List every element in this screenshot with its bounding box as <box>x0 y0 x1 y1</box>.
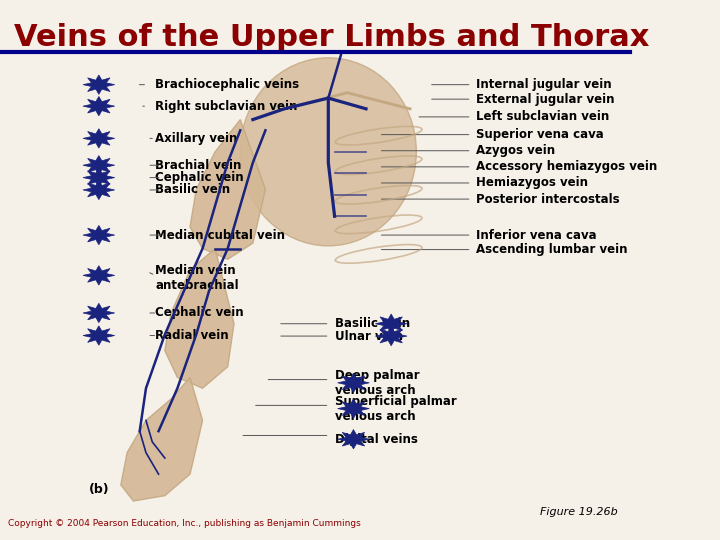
Text: Ulnar vein: Ulnar vein <box>335 329 402 342</box>
Text: External jugular vein: External jugular vein <box>476 93 615 106</box>
Text: Deep palmar
venous arch: Deep palmar venous arch <box>335 369 419 397</box>
Polygon shape <box>83 75 114 94</box>
Text: Right subclavian vein: Right subclavian vein <box>156 100 298 113</box>
Polygon shape <box>165 248 234 388</box>
Text: Basilic vein: Basilic vein <box>156 184 230 197</box>
Text: Figure 19.26b: Figure 19.26b <box>540 507 618 517</box>
Text: Median vein
antebrachial: Median vein antebrachial <box>156 264 239 292</box>
Polygon shape <box>83 326 114 345</box>
Text: Superior vena cava: Superior vena cava <box>476 128 604 141</box>
Polygon shape <box>338 429 369 449</box>
Polygon shape <box>121 377 202 501</box>
Text: Radial vein: Radial vein <box>156 329 229 342</box>
Text: Brachial vein: Brachial vein <box>156 159 242 172</box>
Text: Median cubital vein: Median cubital vein <box>156 228 285 241</box>
Text: Accessory hemiazygos vein: Accessory hemiazygos vein <box>476 160 657 173</box>
Text: Azygos vein: Azygos vein <box>476 144 555 157</box>
Text: Veins of the Upper Limbs and Thorax: Veins of the Upper Limbs and Thorax <box>14 23 649 52</box>
Text: Copyright © 2004 Pearson Education, Inc., publishing as Benjamin Cummings: Copyright © 2004 Pearson Education, Inc.… <box>8 519 361 528</box>
Text: Inferior vena cava: Inferior vena cava <box>476 228 597 241</box>
Text: Superficial palmar
venous arch: Superficial palmar venous arch <box>335 395 456 423</box>
Polygon shape <box>338 399 369 418</box>
Text: Left subclavian vein: Left subclavian vein <box>476 110 609 124</box>
Text: Hemiazygos vein: Hemiazygos vein <box>476 177 588 190</box>
Ellipse shape <box>240 58 416 246</box>
Polygon shape <box>375 326 407 346</box>
Polygon shape <box>83 180 114 200</box>
Text: Basilic vein: Basilic vein <box>335 317 410 330</box>
Polygon shape <box>83 303 114 322</box>
Text: Digital veins: Digital veins <box>335 433 418 446</box>
Polygon shape <box>83 266 114 285</box>
Polygon shape <box>83 97 114 116</box>
Polygon shape <box>83 168 114 187</box>
Text: Cephalic vein: Cephalic vein <box>156 171 244 184</box>
Text: Brachiocephalic veins: Brachiocephalic veins <box>156 78 300 91</box>
Text: Ascending lumbar vein: Ascending lumbar vein <box>476 243 628 256</box>
Polygon shape <box>83 156 114 175</box>
Polygon shape <box>83 129 114 148</box>
Polygon shape <box>338 373 369 393</box>
Polygon shape <box>190 119 266 259</box>
Text: Internal jugular vein: Internal jugular vein <box>476 78 612 91</box>
Text: (b): (b) <box>89 483 109 496</box>
Text: Axillary vein: Axillary vein <box>156 132 238 145</box>
Text: Posterior intercostals: Posterior intercostals <box>476 193 620 206</box>
Polygon shape <box>83 225 114 245</box>
Polygon shape <box>375 314 407 333</box>
Text: Cephalic vein: Cephalic vein <box>156 307 244 320</box>
